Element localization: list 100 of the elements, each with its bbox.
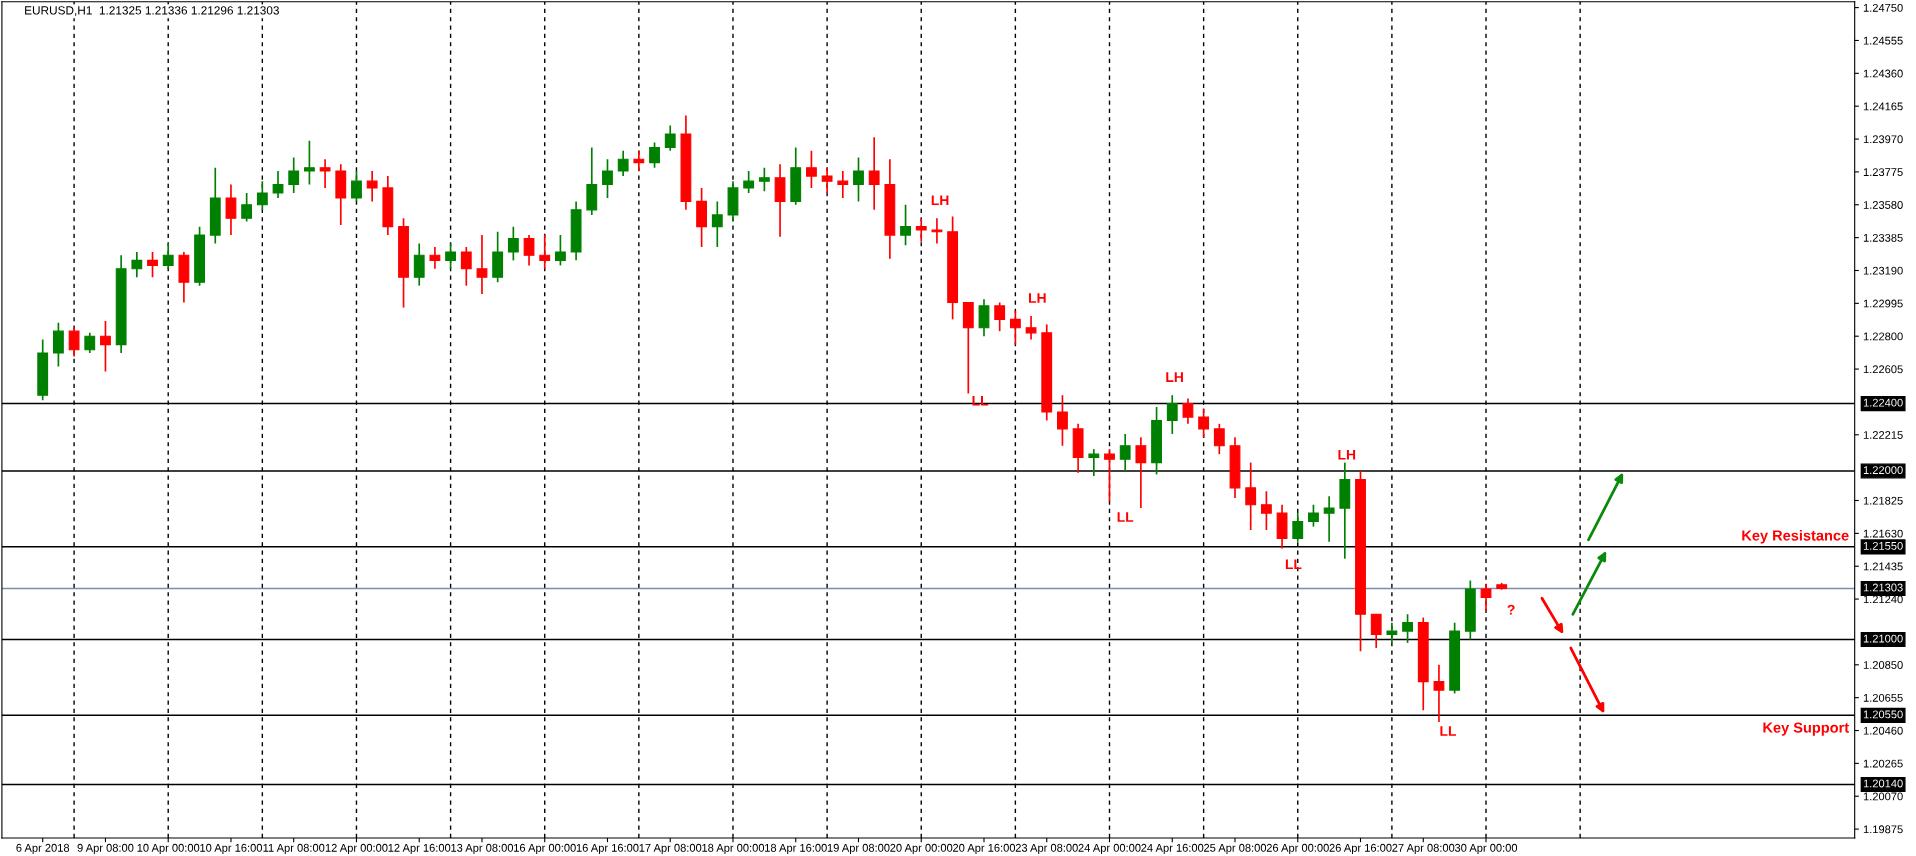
annotation: Key Support (1763, 722, 1849, 736)
candlestick (1308, 503, 1319, 528)
x-tick-label: 17 Apr 08:00 (639, 843, 702, 854)
x-tick-label: 13 Apr 08:00 (451, 843, 514, 854)
candlestick (460, 246, 472, 287)
candlestick (664, 124, 676, 152)
candlestick (1433, 663, 1445, 723)
candlestick (256, 180, 268, 211)
y-tick-label: 1.22995 (1863, 299, 1903, 308)
x-tick-label: 19 Apr 08:00 (827, 843, 890, 854)
candlestick (649, 141, 660, 169)
annotation: LL (1117, 512, 1134, 522)
candlestick (853, 156, 864, 203)
candlestick (507, 225, 519, 262)
candlestick (931, 217, 943, 245)
candlestick (1025, 315, 1037, 341)
x-tick-label: 12 Apr 00:00 (325, 843, 388, 854)
x-tick-label: 10 Apr 00:00 (137, 843, 200, 854)
candlestick (1135, 436, 1147, 509)
y-tick-label: 1.22800 (1863, 332, 1903, 341)
candlestick (633, 150, 645, 172)
candlestick (821, 166, 833, 194)
candlestick (1182, 397, 1194, 425)
candlestick (554, 234, 566, 267)
x-tick-label: 18 Apr 00:00 (702, 843, 765, 854)
y-tick-label: 1.23190 (1863, 266, 1903, 275)
y-tick-label: 1.24555 (1863, 36, 1903, 45)
y-tick-label: 1.20460 (1863, 726, 1903, 735)
y-tick-label: 1.19875 (1863, 825, 1903, 834)
candlestick (429, 246, 441, 270)
ref-line-label: 1.22400 (1863, 398, 1903, 407)
candlestick (1480, 583, 1492, 612)
candlestick (868, 136, 880, 211)
annotation: LH (1029, 293, 1046, 303)
x-tick-label: 26 Apr 00:00 (1266, 843, 1329, 854)
candlestick (413, 242, 425, 287)
ref-line-label: 1.21000 (1863, 634, 1903, 643)
y-tick-label: 1.22605 (1863, 365, 1903, 374)
y-tick-label: 1.24750 (1863, 3, 1903, 12)
candlestick (1104, 448, 1115, 503)
candlestick (445, 242, 457, 270)
x-tick-label: 30 Apr 00:00 (1454, 843, 1518, 854)
annotation: LH (1166, 372, 1183, 382)
annotation: LL (1440, 726, 1457, 736)
candlestick (162, 242, 174, 270)
x-tick-label: 27 Apr 08:00 (1392, 843, 1455, 854)
y-tick-label: 1.23580 (1863, 201, 1903, 209)
candlestick (711, 200, 723, 248)
candlestick (1057, 394, 1068, 447)
x-tick-label: 10 Apr 16:00 (200, 843, 263, 854)
x-tick-label: 6 Apr 2018 (16, 843, 70, 854)
x-tick-label: 16 Apr 16:00 (576, 843, 639, 854)
x-tick-label: 25 Apr 08:00 (1204, 843, 1267, 854)
x-tick-label: 26 Apr 16:00 (1329, 843, 1392, 854)
candlestick (366, 170, 378, 203)
annotation: LH (931, 195, 949, 205)
x-tick-label: 11 Apr 08:00 (263, 843, 325, 854)
candlestick (900, 203, 911, 247)
ref-line-label: 1.21550 (1863, 541, 1903, 550)
x-tick-label: 12 Apr 16:00 (388, 843, 451, 854)
x-tick-label: 18 Apr 16:00 (765, 843, 827, 854)
candlestick (1260, 490, 1272, 531)
candlestick (68, 326, 80, 358)
ref-line-label: 1.21303 (1863, 583, 1903, 592)
x-tick-label: 9 Apr 08:00 (77, 843, 134, 854)
annotation: Key Resistance (1742, 529, 1849, 544)
candlestick (476, 234, 488, 295)
candlestick (602, 158, 613, 199)
candlestick (1402, 613, 1413, 644)
candlestick (915, 217, 927, 243)
candlestick (523, 234, 535, 267)
ref-line-label: 1.20140 (1863, 779, 1903, 788)
candlestick (1323, 495, 1335, 543)
candlestick (147, 251, 158, 279)
candlestick (303, 139, 315, 186)
y-tick-label: 1.21630 (1863, 529, 1903, 538)
x-tick-label: 24 Apr 16:00 (1141, 843, 1204, 854)
x-tick-label: 20 Apr 00:00 (890, 843, 953, 854)
candlestick (84, 331, 96, 354)
x-tick-label: 20 Apr 16:00 (953, 843, 1016, 854)
y-tick-label: 1.21825 (1863, 496, 1903, 505)
ref-line-label: 1.20550 (1863, 710, 1903, 719)
y-tick-label: 1.23775 (1863, 168, 1903, 177)
candlestick (837, 170, 849, 199)
candlestick (131, 251, 143, 279)
candlestick (1386, 621, 1398, 644)
y-tick-label: 1.20850 (1863, 661, 1903, 669)
annotation: LH (1338, 449, 1356, 460)
candlestick (743, 170, 755, 194)
candlestick (617, 150, 629, 177)
ref-line-label: 1.22000 (1863, 466, 1903, 474)
y-tick-label: 1.23970 (1863, 135, 1903, 144)
candlestick (351, 170, 362, 203)
candlestick (1370, 613, 1382, 649)
y-tick-label: 1.22215 (1863, 431, 1903, 439)
candlestick (1119, 433, 1131, 472)
x-tick-label: 16 Apr 00:00 (514, 843, 576, 854)
candlestick (806, 150, 817, 189)
candlestick (319, 158, 331, 189)
candlestick (774, 163, 786, 238)
